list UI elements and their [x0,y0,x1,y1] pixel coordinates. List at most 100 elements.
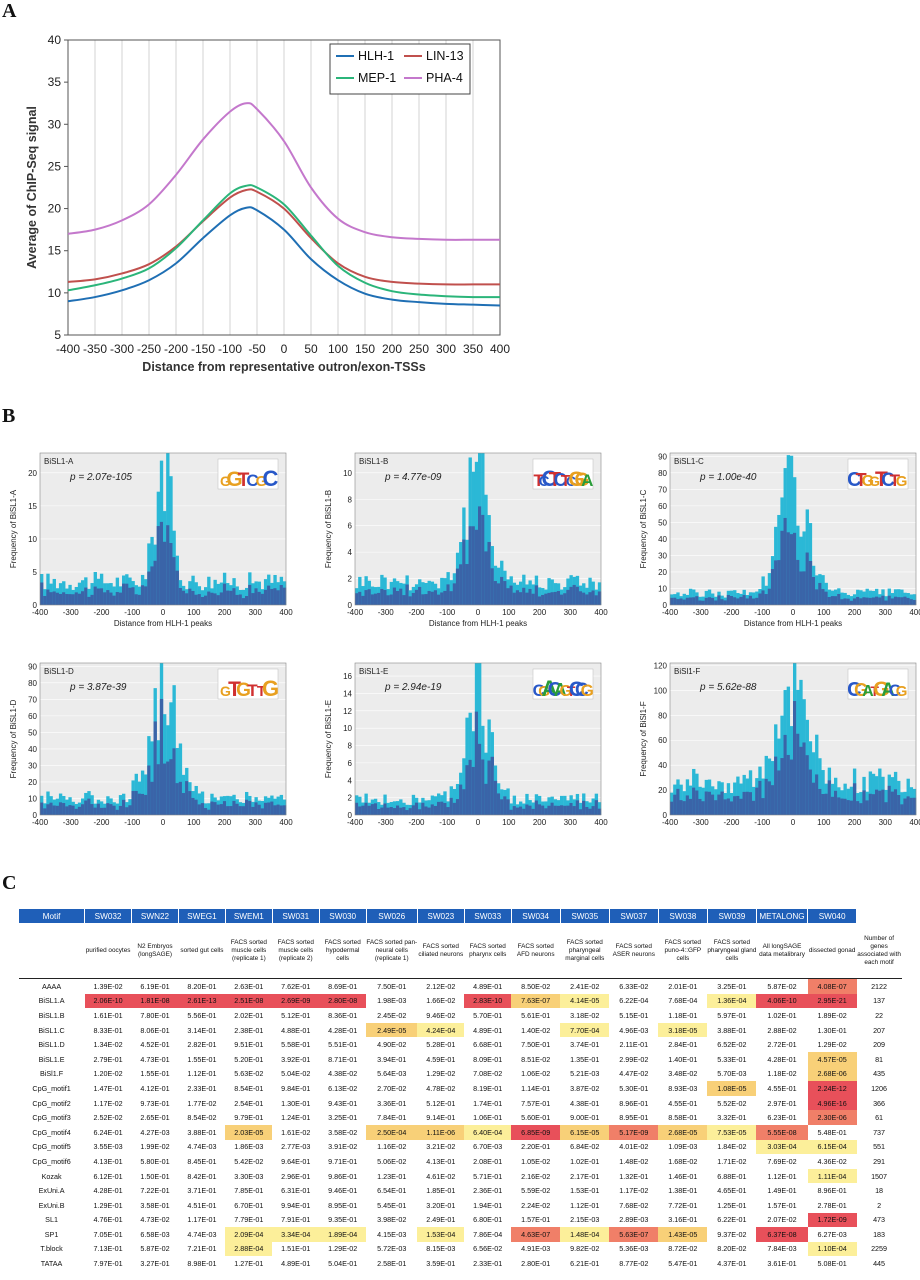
bar [786,455,791,605]
bar-dark [115,592,120,605]
p-value-cell: 1.09E-03 [668,1142,698,1152]
gene-count-cell: 737 [873,1127,886,1137]
bar-dark [821,589,825,605]
histogram-bisl1-e: 0 2 4 6 8 10 12 14 16 -400 -300 -200 -100 0 100 200 300 4… [324,662,608,825]
p-value-cell: 1.61E-01 [93,1010,123,1020]
bar-dark [582,800,586,815]
x-tick-label: 300 [249,818,263,825]
gene-count-cell: 18 [875,1186,884,1196]
p-value-cell: 1.29E-02 [817,1040,847,1050]
p-value-cell: 4.28E-01 [767,1054,797,1064]
bar-dark [553,591,558,605]
bar-dark [484,783,488,815]
p-value-cell: 5.08E-01 [817,1259,847,1269]
bar [169,476,173,605]
bar-dark [729,801,734,815]
bar-dark [723,799,727,815]
gene-count-cell: 22 [875,1010,884,1020]
logo-letter: G [581,681,594,700]
bar-dark [200,803,205,815]
column-header: SW035 [559,908,610,924]
bar-dark [531,593,535,605]
logo-letter: T [534,471,545,490]
bar-dark [707,791,712,815]
bar-dark [71,805,75,815]
x-tick-label: -100 [124,818,141,825]
bar-dark [865,597,869,605]
p-value-cell: 4.01E-02 [619,1142,649,1152]
p-value-cell: 4.13E-01 [93,1156,123,1166]
gene-count-cell: 435 [873,1069,886,1079]
p-value-cell: 4.65E-01 [717,1186,747,1196]
bar-dark [729,596,734,605]
x-tick-label: -350 [83,342,107,356]
bar-dark [156,526,161,605]
bar-dark [887,785,891,815]
bar-dark [859,598,863,605]
bar-dark [134,790,138,815]
p-value-cell: 5.58E-01 [281,1040,311,1050]
p-value-cell: 6.22E-04 [619,996,649,1006]
bar-dark [270,588,274,605]
histogram-bisl1-a: 0 5 10 15 20 -400 -300 -200 -100 0 100 200 300 400 Dis… [9,452,293,628]
plot-frame [669,662,917,816]
bar-dark [537,596,542,605]
column-header: SW038 [657,908,708,924]
bar-dark [279,585,284,605]
p-value-cell: 5.06E-02 [377,1156,407,1166]
bar-dark [528,588,532,605]
p-value-cell: 5.52E-02 [717,1098,747,1108]
bar-dark [153,560,157,605]
bar-dark [204,808,208,815]
bar [799,536,803,605]
bar [452,788,457,815]
table-row: AAAA 1.39E-02 6.19E-01 8.20E-01 2.63E-01 7.62… [19,978,902,994]
p-value-cell: 1.57E-01 [767,1200,797,1210]
bar-dark [377,592,381,605]
bar [736,776,740,815]
bar-dark [840,599,844,605]
bar-dark [575,800,580,815]
table-row: TATAA 7.97E-01 3.27E-01 8.98E-01 1.27E-01 4.8… [19,1256,902,1271]
bar-dark [761,798,765,815]
x-tick-label: -400 [347,818,364,825]
p-value-cell: 3.18E-05 [658,1022,708,1038]
column-header: SW030 [318,908,367,924]
y-tick-label: 8 [348,742,353,751]
logo-letter: T [890,471,901,490]
p-value-cell: 2.24E-02 [521,1200,551,1210]
x-tick-label: -200 [723,608,740,617]
bar-dark [109,804,113,815]
p-value-cell: 6.54E-01 [377,1186,407,1196]
bar-dark [462,789,466,815]
x-tick-label: 0 [476,818,481,825]
p-value-cell: 4.88E-01 [281,1025,311,1035]
p-value-cell: 1.34E-02 [93,1040,123,1050]
column-header: SW023 [416,908,465,924]
bar-dark [789,534,794,605]
bar [411,794,416,815]
bar [389,581,394,605]
bar-dark [500,799,504,815]
bar-dark [780,530,784,605]
logo-frame [532,458,594,490]
p-value-cell: 6.40E-04 [464,1124,512,1140]
x-tick-label: 300 [564,818,578,825]
bar-dark [235,594,239,605]
bar [46,791,50,815]
p-value-cell: 3.88E-01 [187,1127,217,1137]
bar-dark [575,586,580,605]
y-tick-label: 90 [28,662,37,671]
bar-dark [140,793,145,815]
bar-dark [758,780,762,815]
p-value-cell: 6.23E-01 [767,1113,797,1123]
bar-dark [411,592,416,605]
p-value-cell: 7.63E-07 [511,993,561,1009]
p-value-cell: 9.37E-02 [717,1229,747,1239]
x-tick-label: -100 [218,342,242,356]
bar-dark [418,586,422,605]
bar-dark [263,589,268,605]
bar-dark [103,807,107,815]
bar [207,803,211,815]
p-value-cell: 8.33E-01 [93,1025,123,1035]
